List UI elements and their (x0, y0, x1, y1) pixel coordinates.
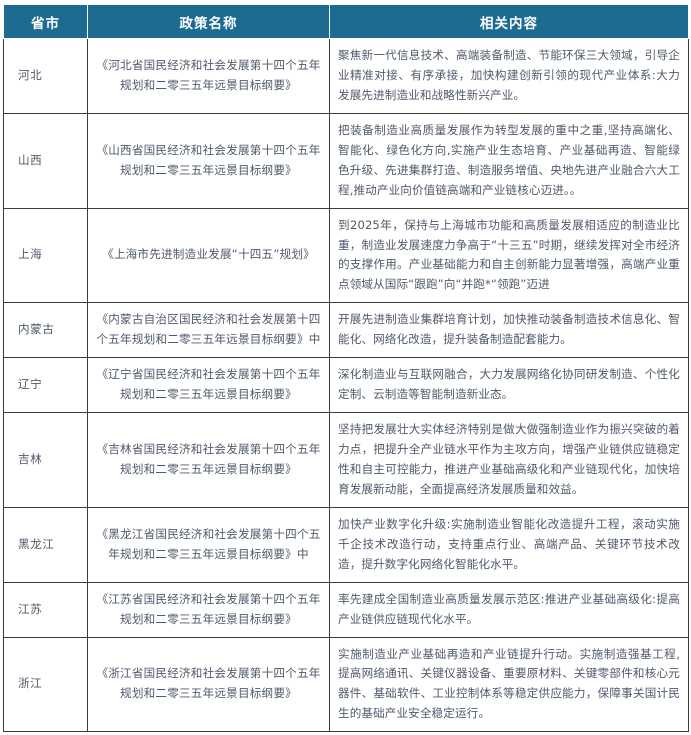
table-row: 吉林 《吉林省国民经济和社会发展第十四个五年规划和二零三五年远景目标纲要》 坚持… (3, 412, 689, 508)
cell-policy-name: 《辽宁省国民经济和社会发展第十四个五年规划和二零三五年远景目标纲要》 (87, 357, 330, 414)
cell-policy-name: 《内蒙古自治区国民经济和社会发展第十四个五年规划和二零三五年远景目标纲要》中 (87, 302, 330, 359)
cell-province: 吉林 (3, 412, 88, 508)
cell-province: 江苏 (3, 581, 88, 638)
cell-related-content: 实施制造业产业基础再造和产业链提升行动。实施制造强基工程,提高网络通讯、关键仪器… (329, 636, 689, 733)
table-body: 河北 《河北省国民经济和社会发展第十四个五年规划和二零三五年远景目标纲要》 聚焦… (3, 38, 689, 733)
cell-province: 上海 (3, 207, 88, 304)
table-row: 黑龙江 《黑龙江省国民经济和社会发展第十四个五年规划和二零三五年远景目标纲要》中… (3, 506, 689, 583)
column-header-related-content: 相关内容 (329, 4, 689, 39)
cell-related-content: 率先建成全国制造业高质量发展示范区:推进产业基础高级化:提高产业链供应链现代化水… (329, 581, 689, 638)
column-header-policy-name: 政策名称 (87, 4, 330, 39)
cell-policy-name: 《河北省国民经济和社会发展第十四个五年规划和二零三五年远景目标纲要》 (87, 38, 330, 114)
table-row: 上海 《上海市先进制造业发展“十四五”规划》 到2025年，保持与上海城市功能和… (3, 207, 689, 304)
cell-province: 辽宁 (3, 357, 88, 414)
provincial-policy-table: 省市 政策名称 相关内容 河北 《河北省国民经济和社会发展第十四个五年规划和二零… (3, 4, 689, 733)
cell-policy-name: 《黑龙江省国民经济和社会发展第十四个五年规划和二零三五年远景目标纲要》中 (87, 506, 330, 583)
table-row: 内蒙古 《内蒙古自治区国民经济和社会发展第十四个五年规划和二零三五年远景目标纲要… (3, 302, 689, 359)
cell-related-content: 聚焦新一代信息技术、高端装备制造、节能环保三大领域，引导企业精准对接、有序承接，… (329, 38, 689, 114)
cell-province: 河北 (3, 38, 88, 114)
cell-policy-name: 《上海市先进制造业发展“十四五”规划》 (87, 207, 330, 304)
table-header: 省市 政策名称 相关内容 (3, 4, 689, 39)
cell-policy-name: 《江苏省国民经济和社会发展第十四个五年规划和二零三五年远景目标纲要》 (87, 581, 330, 638)
cell-policy-name: 《山西省国民经济和社会发展第十四个五年规划和二零三五年远景目标纲要》 (87, 112, 330, 209)
cell-related-content: 深化制造业与互联网融合，大力发展网络化协同研发制造、个性化定制、云制造等智能制造… (329, 357, 689, 414)
table-row: 山西 《山西省国民经济和社会发展第十四个五年规划和二零三五年远景目标纲要》 把装… (3, 112, 689, 209)
table-row: 河北 《河北省国民经济和社会发展第十四个五年规划和二零三五年远景目标纲要》 聚焦… (3, 38, 689, 114)
table-row: 辽宁 《辽宁省国民经济和社会发展第十四个五年规划和二零三五年远景目标纲要》 深化… (3, 357, 689, 414)
cell-policy-name: 《吉林省国民经济和社会发展第十四个五年规划和二零三五年远景目标纲要》 (87, 412, 330, 508)
cell-province: 内蒙古 (3, 302, 88, 359)
cell-province: 黑龙江 (3, 506, 88, 583)
table-header-row: 省市 政策名称 相关内容 (3, 4, 689, 39)
cell-related-content: 开展先进制造业集群培育计划，加快推动装备制造技术信息化、智能化、网络化改造，提升… (329, 302, 689, 359)
table-row: 江苏 《江苏省国民经济和社会发展第十四个五年规划和二零三五年远景目标纲要》 率先… (3, 581, 689, 638)
cell-province: 浙江 (3, 636, 88, 733)
cell-related-content: 坚持把发展壮大实体经济特别是做大做强制造业作为振兴突破的着力点，把提升全产业链水… (329, 412, 689, 508)
cell-related-content: 到2025年，保持与上海城市功能和高质量发展相适应的制造业比重，制造业发展速度力… (329, 207, 689, 304)
cell-policy-name: 《浙江省国民经济和社会发展第十四个五年规划和二零三五年远景目标纲要》 (87, 636, 330, 733)
cell-province: 山西 (3, 112, 88, 209)
column-header-province: 省市 (3, 4, 88, 39)
cell-related-content: 把装备制造业高质量发展作为转型发展的重中之重,坚持高端化、智能化、绿色化方向,实… (329, 112, 689, 209)
cell-related-content: 加快产业数字化升级:实施制造业智能化改造提升工程，滚动实施千企技术改造行动，支持… (329, 506, 689, 583)
table-row: 浙江 《浙江省国民经济和社会发展第十四个五年规划和二零三五年远景目标纲要》 实施… (3, 636, 689, 733)
